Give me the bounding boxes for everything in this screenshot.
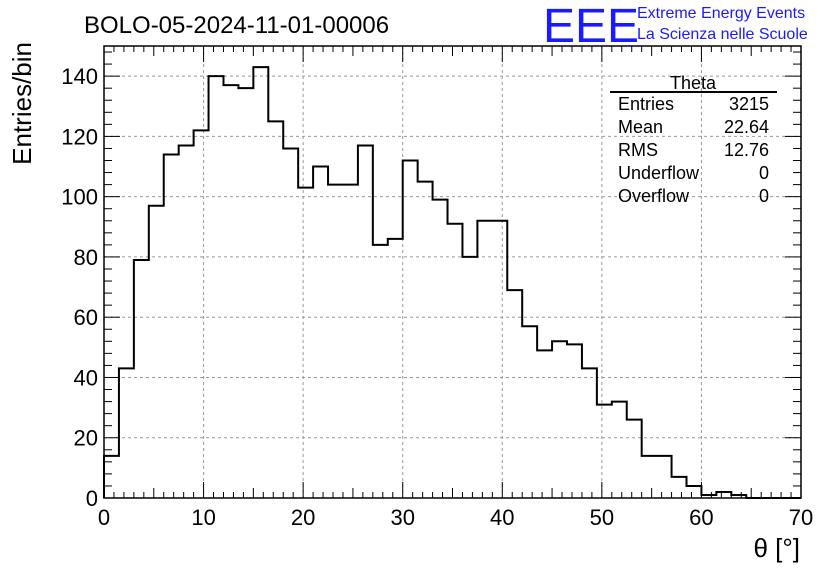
histogram-bar: [388, 239, 403, 498]
histogram-bar: [403, 161, 418, 498]
histogram-bar: [283, 148, 298, 498]
histogram-bar: [119, 368, 134, 498]
histogram-bar: [328, 185, 343, 498]
stats-row-label: Overflow: [618, 186, 690, 206]
histogram-bar: [179, 145, 194, 498]
logo-line-1: Extreme Energy Events: [637, 5, 805, 22]
histogram-bar: [149, 206, 164, 498]
x-tick-label: 10: [191, 505, 215, 530]
histogram-bar: [223, 85, 238, 498]
x-tick-label: 40: [490, 505, 514, 530]
x-tick-label: 50: [590, 505, 614, 530]
histogram-bar: [672, 477, 687, 498]
histogram-bar: [209, 76, 224, 498]
histogram-bar: [164, 154, 179, 498]
stats-row-value: 3215: [729, 94, 769, 114]
histogram-bar: [492, 221, 507, 498]
y-tick-label: 20: [74, 426, 98, 451]
histogram-bar: [298, 188, 313, 498]
x-tick-label: 20: [291, 505, 315, 530]
histogram-bar: [418, 182, 433, 498]
histogram-bar: [134, 260, 149, 498]
x-axis-ticks: 0 10 20 30 40 50 60 70: [98, 46, 813, 530]
x-tick-label: 60: [689, 505, 713, 530]
x-tick-label: 70: [789, 505, 813, 530]
histogram-bar: [507, 290, 522, 498]
y-tick-label: 80: [74, 245, 98, 270]
stats-row-label: Underflow: [618, 163, 700, 183]
stats-row-label: Entries: [618, 94, 674, 114]
stats-row-label: Mean: [618, 117, 663, 137]
histogram-bar: [313, 167, 328, 498]
histogram-bar: [253, 67, 268, 498]
logo-mark: EEE: [543, 0, 639, 53]
stats-rows: Entries 3215 Mean 22.64 RMS 12.76 Underflow 0 Ov…: [618, 94, 769, 206]
histogram-bar: [627, 420, 642, 498]
stats-row-value: 22.64: [724, 117, 769, 137]
histogram-bar: [448, 224, 463, 498]
eee-logo: EEE Extreme Energy Events La Scienza nel…: [543, 0, 808, 53]
histogram-bar: [597, 405, 612, 498]
stats-row-value: 0: [759, 186, 769, 206]
histogram-bar: [343, 185, 358, 498]
y-tick-label: 40: [74, 365, 98, 390]
x-tick-label: 30: [390, 505, 414, 530]
histogram-bar: [537, 350, 552, 498]
y-axis-ticks: 0 20 40 60 80 100 120 140: [61, 51, 801, 511]
stats-box: Theta Entries 3215 Mean 22.64 RMS 12.76 Underf…: [610, 73, 777, 206]
histogram-bar: [552, 341, 567, 498]
histogram-bar: [433, 200, 448, 498]
histogram-bar: [567, 344, 582, 498]
histogram-bar: [194, 130, 209, 498]
y-tick-label: 0: [86, 486, 98, 511]
stats-row-value: 12.76: [724, 140, 769, 160]
histogram-bar: [373, 245, 388, 498]
histogram-bar: [358, 145, 373, 498]
y-tick-label: 140: [61, 64, 98, 89]
histogram-bar: [238, 88, 253, 498]
histogram-bar: [612, 402, 627, 498]
stats-row-label: RMS: [618, 140, 658, 160]
histogram-bar: [657, 456, 672, 498]
histogram-bar: [642, 456, 657, 498]
x-tick-label: 0: [98, 505, 110, 530]
histogram-outline: [103, 66, 801, 499]
y-tick-label: 100: [61, 185, 98, 210]
y-axis-label: Entries/bin: [7, 42, 37, 165]
y-tick-label: 120: [61, 124, 98, 149]
histogram-bar: [477, 221, 492, 498]
stats-name: Theta: [670, 73, 717, 93]
histogram-bar: [522, 326, 537, 498]
y-tick-label: 60: [74, 305, 98, 330]
chart-title: BOLO-05-2024-11-01-00006: [84, 12, 389, 39]
logo-line-2: La Scienza nelle Scuole: [637, 26, 808, 43]
histogram-bar: [268, 121, 283, 498]
histogram-bar: [686, 486, 701, 498]
stats-row-value: 0: [759, 163, 769, 183]
x-axis-label: θ [°]: [753, 533, 800, 563]
histogram-bar: [582, 368, 597, 498]
